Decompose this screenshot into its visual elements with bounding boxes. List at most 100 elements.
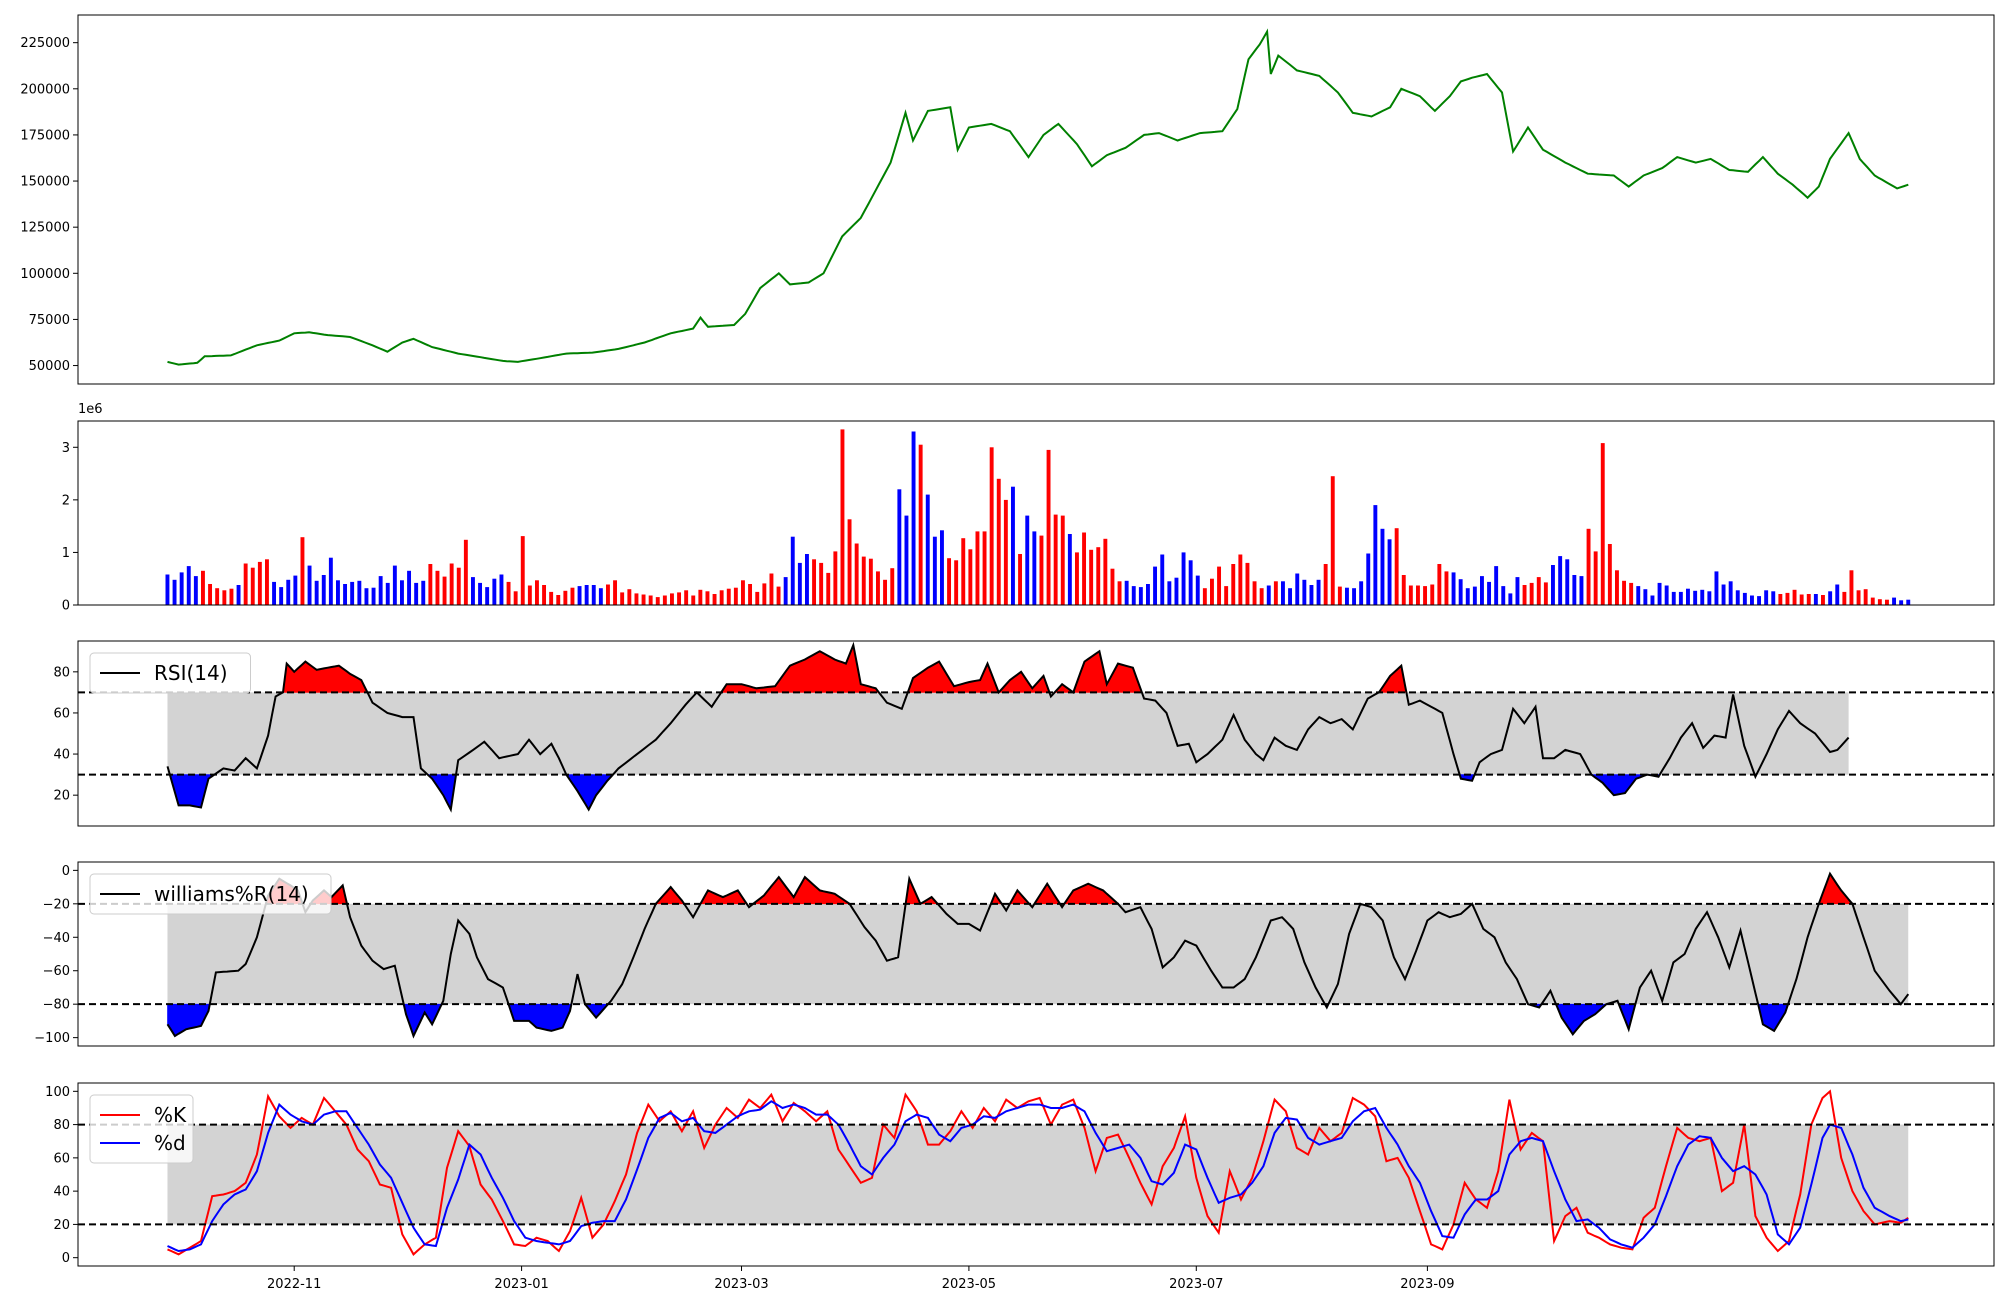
stochastic-d-line xyxy=(167,1100,1909,1253)
volume-bar xyxy=(769,573,774,605)
volume-frame xyxy=(77,420,1995,606)
volume-bar xyxy=(1742,592,1747,605)
volume-bar xyxy=(1707,591,1712,605)
volume-bar xyxy=(1472,586,1477,605)
x-tick-label: 2023-03 xyxy=(714,1277,768,1292)
volume-bar xyxy=(385,582,390,605)
volume-bar xyxy=(1245,562,1250,605)
volume-bar xyxy=(1501,586,1506,605)
volume-bar xyxy=(1323,564,1328,605)
stochastic-k-line xyxy=(167,1089,1909,1256)
volume-bar xyxy=(186,566,191,605)
volume-bar xyxy=(542,585,547,605)
volume-bar xyxy=(1671,591,1676,605)
volume-bar xyxy=(868,558,873,605)
price-line xyxy=(167,28,1909,366)
volume-bar xyxy=(1181,552,1186,605)
volume-bar xyxy=(321,575,326,605)
volume-bar xyxy=(925,494,930,605)
volume-bar xyxy=(1828,591,1833,605)
volume-bar xyxy=(670,593,674,605)
volume-bar xyxy=(1558,556,1563,605)
volume-bar xyxy=(407,570,412,605)
volume-bar xyxy=(1622,580,1627,605)
volume-bar xyxy=(1110,568,1115,605)
volume-bar xyxy=(471,577,475,605)
volume-bar xyxy=(861,556,866,605)
rsi-ytick-label: 80 xyxy=(53,665,70,680)
volume-bar xyxy=(982,531,987,605)
rsi-frame xyxy=(77,640,1995,827)
volume-bar xyxy=(1543,582,1548,605)
volume-bar xyxy=(641,594,646,605)
volume-bar xyxy=(1579,576,1584,605)
volume-bar xyxy=(1345,587,1349,605)
volume-bar xyxy=(520,536,525,605)
volume-bar xyxy=(1686,588,1690,605)
volume-bar xyxy=(1018,554,1023,605)
volume-bar xyxy=(812,559,817,605)
williams-r-legend-label: williams%R(14) xyxy=(154,882,309,906)
volume-bar xyxy=(1522,585,1527,605)
stochastic-ytick-label: 20 xyxy=(53,1218,70,1233)
volume-bar xyxy=(1039,535,1044,605)
volume-ytick-label: 3 xyxy=(62,441,70,456)
volume-ytick-label: 1 xyxy=(62,546,70,561)
volume-ytick-label: 0 xyxy=(62,599,70,614)
volume-bar xyxy=(1302,579,1307,605)
volume-bar xyxy=(1273,581,1278,605)
volume-bar xyxy=(854,543,859,605)
stochastic-ytick-label: 60 xyxy=(53,1151,70,1166)
volume-bar xyxy=(655,597,660,605)
volume-bar xyxy=(662,595,667,605)
volume-bar xyxy=(1892,597,1897,605)
volume-bar xyxy=(1337,586,1342,605)
volume-bar xyxy=(961,538,966,605)
volume-bar xyxy=(1259,588,1264,605)
date-x-axis: 2022-11 2023-01 2023-03 2023-05 2023-07 2023-… xyxy=(267,1266,1455,1292)
rsi-legend-label: RSI(14) xyxy=(154,661,228,685)
volume-bar xyxy=(1444,571,1449,605)
volume-bar xyxy=(556,595,561,605)
volume-bar xyxy=(1352,588,1357,605)
volume-bar xyxy=(400,580,404,605)
volume-bar xyxy=(1231,564,1236,605)
volume-bar xyxy=(577,586,582,605)
volume-bar xyxy=(1735,590,1740,605)
williams-r-ytick-label: 0 xyxy=(62,864,70,879)
volume-bar xyxy=(421,580,426,605)
volume-bar xyxy=(1842,591,1847,605)
williams-r-ytick-label: −40 xyxy=(43,931,70,946)
volume-bar xyxy=(279,587,284,605)
volume-bar xyxy=(165,574,170,605)
volume-bar xyxy=(1877,599,1882,605)
volume-bar xyxy=(726,588,731,605)
volume-bar xyxy=(705,591,710,605)
volume-bar xyxy=(1643,589,1648,605)
volume-bar xyxy=(286,579,291,605)
volume-bar xyxy=(1210,578,1214,605)
volume-bar xyxy=(1700,589,1705,605)
volume-bar xyxy=(1025,515,1030,605)
volume-bar xyxy=(506,581,511,605)
volume-bar xyxy=(1288,588,1293,605)
volume-bar xyxy=(1202,588,1207,605)
volume-bar xyxy=(1515,577,1520,605)
volume-bar xyxy=(1266,585,1271,605)
volume-bar xyxy=(300,537,305,605)
volume-bar xyxy=(1394,528,1399,605)
volume-bar xyxy=(1046,449,1051,605)
volume-bar xyxy=(499,574,504,605)
volume-bar xyxy=(463,539,468,605)
volume-bar xyxy=(1785,592,1790,605)
volume-bar xyxy=(201,570,205,605)
stochastic-legend-label: %d xyxy=(154,1131,186,1155)
volume-bar xyxy=(442,576,447,605)
williams-r-ytick-label: −20 xyxy=(43,897,70,912)
volume-bar xyxy=(1856,590,1861,605)
volume-bar xyxy=(1032,531,1037,605)
volume-bar xyxy=(591,585,596,605)
volume-bar xyxy=(250,567,255,605)
volume-bar xyxy=(1494,566,1499,605)
volume-bar xyxy=(1508,593,1513,605)
